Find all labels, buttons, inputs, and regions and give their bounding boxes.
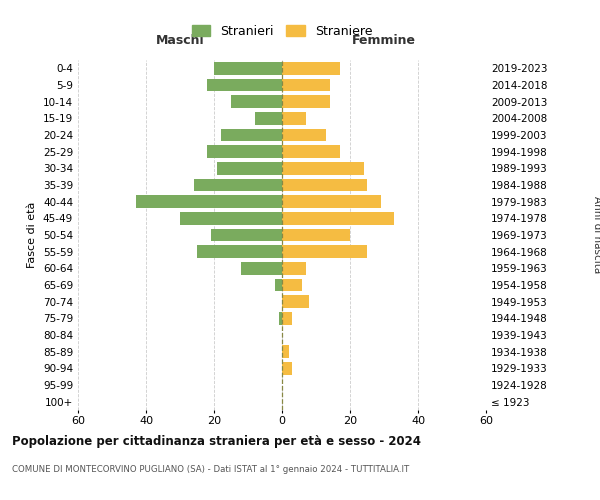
- Text: COMUNE DI MONTECORVINO PUGLIANO (SA) - Dati ISTAT al 1° gennaio 2024 - TUTTITALI: COMUNE DI MONTECORVINO PUGLIANO (SA) - D…: [12, 465, 409, 474]
- Bar: [282, 112, 306, 124]
- Bar: [282, 129, 326, 141]
- Bar: [282, 79, 329, 92]
- Bar: [207, 79, 282, 92]
- Bar: [136, 196, 282, 208]
- Bar: [282, 262, 306, 274]
- Bar: [278, 312, 282, 324]
- Bar: [282, 279, 302, 291]
- Bar: [217, 162, 282, 174]
- Bar: [282, 162, 364, 174]
- Bar: [282, 146, 340, 158]
- Bar: [282, 229, 350, 241]
- Bar: [282, 62, 340, 74]
- Bar: [282, 296, 309, 308]
- Bar: [194, 179, 282, 192]
- Bar: [282, 196, 380, 208]
- Text: Femmine: Femmine: [352, 34, 416, 46]
- Bar: [214, 62, 282, 74]
- Bar: [282, 312, 292, 324]
- Y-axis label: Fasce di età: Fasce di età: [28, 202, 37, 268]
- Bar: [180, 212, 282, 224]
- Bar: [255, 112, 282, 124]
- Bar: [241, 262, 282, 274]
- Bar: [231, 96, 282, 108]
- Bar: [282, 212, 394, 224]
- Bar: [197, 246, 282, 258]
- Bar: [207, 146, 282, 158]
- Bar: [211, 229, 282, 241]
- Legend: Stranieri, Straniere: Stranieri, Straniere: [188, 21, 376, 42]
- Bar: [282, 246, 367, 258]
- Bar: [221, 129, 282, 141]
- Bar: [282, 96, 329, 108]
- Text: Maschi: Maschi: [155, 34, 205, 46]
- Bar: [282, 346, 289, 358]
- Bar: [275, 279, 282, 291]
- Bar: [282, 362, 292, 374]
- Text: Anni di nascita: Anni di nascita: [592, 196, 600, 274]
- Text: Popolazione per cittadinanza straniera per età e sesso - 2024: Popolazione per cittadinanza straniera p…: [12, 435, 421, 448]
- Bar: [282, 179, 367, 192]
